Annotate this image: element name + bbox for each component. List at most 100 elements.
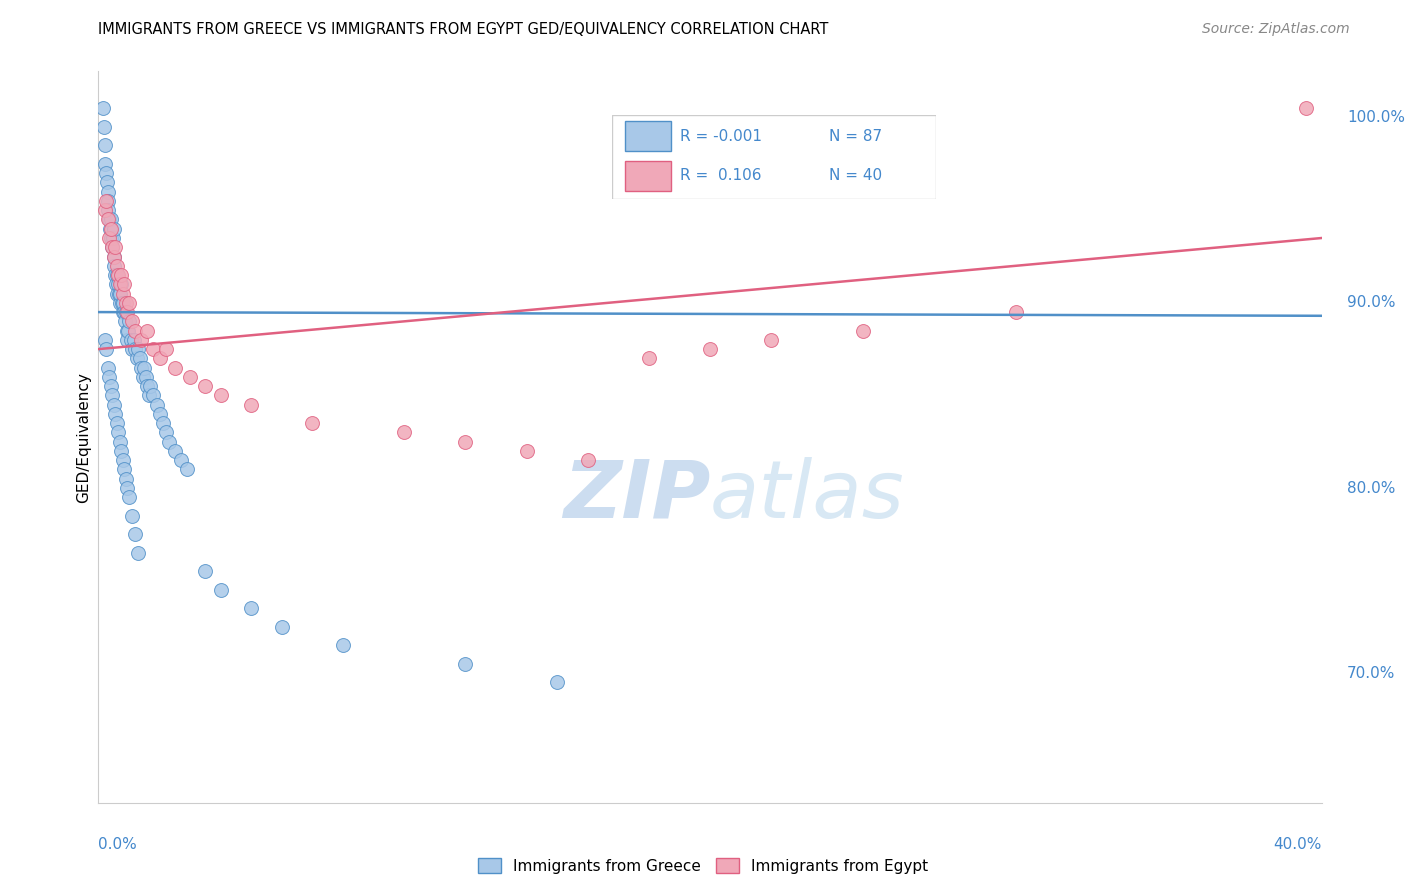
Point xyxy=(209,388,232,402)
Point xyxy=(332,639,354,653)
Point xyxy=(149,351,172,366)
Point xyxy=(98,370,121,384)
Point xyxy=(107,425,129,440)
Point xyxy=(93,203,115,218)
Point xyxy=(135,370,157,384)
Point xyxy=(546,675,568,690)
Point xyxy=(101,240,124,254)
Point xyxy=(110,277,132,292)
Point xyxy=(105,277,128,292)
Point xyxy=(97,360,120,375)
Point xyxy=(124,324,146,338)
Point xyxy=(157,434,180,449)
Point xyxy=(240,398,263,412)
Point xyxy=(163,360,186,375)
Point xyxy=(107,268,129,282)
Point xyxy=(112,305,135,319)
Point xyxy=(110,268,132,282)
Point xyxy=(96,176,118,190)
Point xyxy=(105,286,128,301)
Text: 90.0%: 90.0% xyxy=(1347,295,1395,310)
Point xyxy=(270,620,294,634)
Point xyxy=(111,305,134,319)
Point xyxy=(155,342,177,356)
Point xyxy=(104,407,127,421)
Point xyxy=(101,240,124,254)
Point xyxy=(105,416,128,430)
Point xyxy=(117,481,139,495)
Text: 0.0%: 0.0% xyxy=(98,837,138,852)
Point xyxy=(97,203,120,218)
Point xyxy=(240,601,263,615)
Point xyxy=(301,416,323,430)
Text: IMMIGRANTS FROM GREECE VS IMMIGRANTS FROM EGYPT GED/EQUIVALENCY CORRELATION CHAR: IMMIGRANTS FROM GREECE VS IMMIGRANTS FRO… xyxy=(98,22,828,37)
Point xyxy=(110,286,132,301)
Point xyxy=(152,416,174,430)
Point xyxy=(115,305,138,319)
Legend: Immigrants from Greece, Immigrants from Egypt: Immigrants from Greece, Immigrants from … xyxy=(471,852,935,880)
Point xyxy=(94,157,117,171)
Point xyxy=(122,333,145,347)
Text: R =  0.106: R = 0.106 xyxy=(681,169,762,184)
Point xyxy=(136,379,159,393)
Point xyxy=(145,398,167,412)
Text: R = -0.001: R = -0.001 xyxy=(681,128,762,144)
Point xyxy=(98,231,121,245)
Point xyxy=(121,508,143,523)
Text: 100.0%: 100.0% xyxy=(1347,110,1405,125)
Point xyxy=(112,277,135,292)
Point xyxy=(637,351,661,366)
Point xyxy=(105,259,128,273)
Point xyxy=(576,453,599,467)
Point xyxy=(112,295,135,310)
Point xyxy=(194,565,217,579)
Point xyxy=(101,388,124,402)
Point xyxy=(118,490,141,504)
Point xyxy=(103,250,125,264)
Point xyxy=(108,277,131,292)
Point xyxy=(98,212,121,227)
Point xyxy=(103,221,125,235)
Text: atlas: atlas xyxy=(710,457,905,534)
Text: 40.0%: 40.0% xyxy=(1274,837,1322,852)
Point xyxy=(108,295,131,310)
Point xyxy=(454,434,477,449)
Point xyxy=(155,425,177,440)
Point xyxy=(129,333,152,347)
Point xyxy=(115,295,138,310)
Point xyxy=(121,342,143,356)
Point xyxy=(111,286,134,301)
Point xyxy=(117,333,139,347)
Point xyxy=(105,268,128,282)
Point xyxy=(127,342,149,356)
Point xyxy=(128,351,150,366)
Point xyxy=(124,527,146,541)
Point xyxy=(93,333,115,347)
Point xyxy=(107,277,129,292)
Point xyxy=(111,295,134,310)
Point xyxy=(120,333,142,347)
Point xyxy=(108,286,131,301)
Point xyxy=(761,333,783,347)
Point xyxy=(97,212,120,227)
FancyBboxPatch shape xyxy=(612,115,936,200)
Point xyxy=(108,434,131,449)
Point xyxy=(94,194,117,208)
Text: 70.0%: 70.0% xyxy=(1347,665,1395,681)
Point xyxy=(97,185,120,199)
Point xyxy=(93,138,115,153)
Text: N = 40: N = 40 xyxy=(830,169,883,184)
Point xyxy=(100,212,122,227)
Text: ZIP: ZIP xyxy=(562,457,710,534)
Point xyxy=(125,351,148,366)
Text: Source: ZipAtlas.com: Source: ZipAtlas.com xyxy=(1202,22,1350,37)
Point xyxy=(100,221,122,235)
Point xyxy=(115,324,138,338)
Point xyxy=(98,221,121,235)
Point xyxy=(111,453,134,467)
Point xyxy=(136,324,159,338)
Point xyxy=(104,268,127,282)
Point xyxy=(101,231,124,245)
FancyBboxPatch shape xyxy=(626,161,671,191)
Point xyxy=(176,462,198,476)
